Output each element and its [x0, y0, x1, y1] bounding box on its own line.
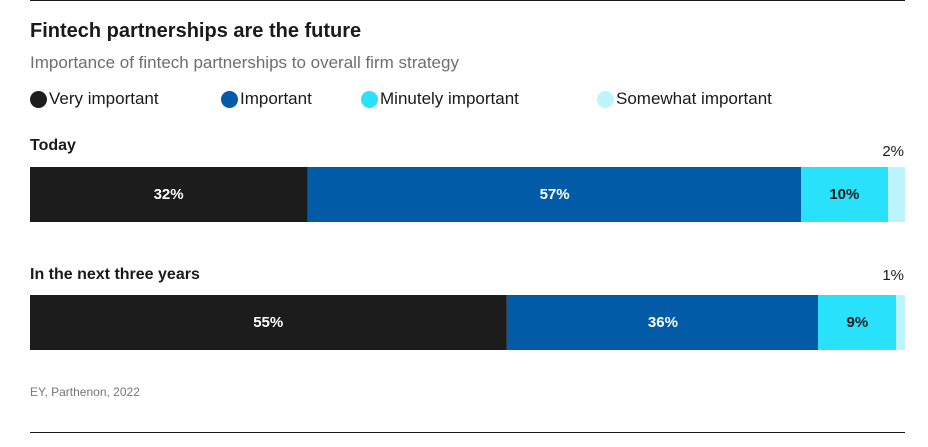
bar-next-three-years: 55% 36% 9%	[30, 295, 905, 350]
source-note: EY, Parthenon, 2022	[30, 385, 140, 399]
legend-label-important: Important	[240, 89, 312, 108]
row-label-next-three-years: In the next three years	[30, 266, 200, 283]
data-label-very-important: 32%	[153, 186, 184, 203]
data-label-very-important: 55%	[253, 314, 284, 331]
bar-segment-important: 57%	[307, 167, 802, 222]
small-segment-label-next-three-years: 1%	[882, 267, 904, 284]
legend-item-somewhat-important: Somewhat important	[597, 89, 772, 109]
bottom-rule	[30, 432, 905, 433]
chart-title: Fintech partnerships are the future	[30, 20, 362, 42]
legend-item-very-important: Very important	[30, 89, 159, 109]
bar-today: 32% 57% 10%	[30, 167, 905, 222]
row-label-today: Today	[30, 137, 76, 154]
bar-segment-somewhat-important	[896, 295, 905, 350]
legend: Very important Important Minutely import…	[0, 89, 928, 111]
legend-item-minutely-important: Minutely important	[361, 89, 519, 109]
legend-dot-minutely-important	[361, 90, 378, 108]
legend-label-somewhat-important: Somewhat important	[616, 89, 772, 108]
bar-segment-very-important: 55%	[30, 295, 507, 350]
data-label-important: 36%	[647, 314, 678, 331]
data-label-important: 57%	[539, 186, 570, 203]
legend-dot-very-important	[30, 90, 47, 108]
bar-segment-minutely-important: 10%	[801, 167, 888, 222]
bar-segment-minutely-important: 9%	[818, 295, 897, 350]
bar-segment-important: 36%	[506, 295, 819, 350]
top-rule	[30, 0, 905, 1]
data-label-minutely-important: 9%	[846, 314, 869, 331]
legend-label-very-important: Very important	[49, 89, 159, 108]
chart-subtitle: Importance of fintech partnerships to ov…	[30, 53, 459, 72]
bar-segment-somewhat-important	[887, 167, 905, 222]
legend-dot-important	[221, 90, 238, 108]
small-segment-label-today: 2%	[882, 143, 904, 160]
legend-label-minutely-important: Minutely important	[380, 89, 519, 108]
bar-segment-very-important: 32%	[30, 167, 308, 222]
data-label-minutely-important: 10%	[829, 186, 860, 203]
legend-item-important: Important	[221, 89, 312, 109]
legend-dot-somewhat-important	[597, 90, 614, 108]
